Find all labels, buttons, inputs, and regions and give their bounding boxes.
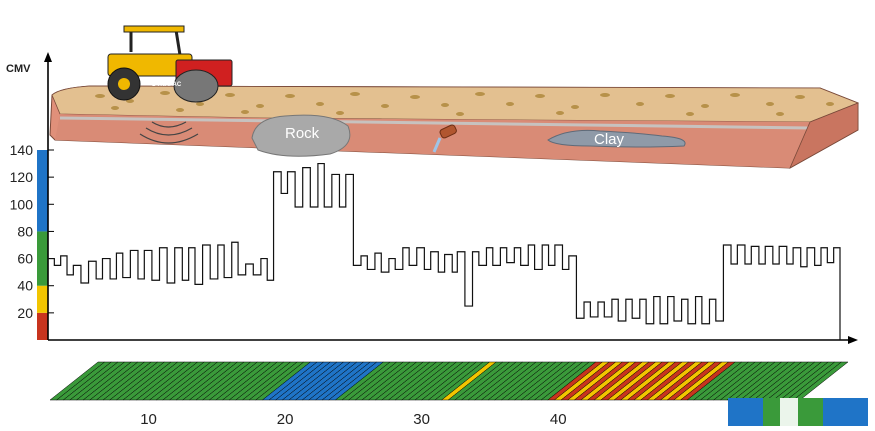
roller-brand-label: DYNAPAC <box>152 82 182 88</box>
y-tick-label: 120 <box>10 169 34 185</box>
scale-band-0 <box>37 312 48 340</box>
legend-swatch <box>728 398 868 426</box>
gravel-texture <box>95 91 834 116</box>
y-axis-arrow-icon <box>44 52 52 62</box>
cmv-color-scale <box>37 150 48 340</box>
x-tick-label: 10 <box>140 411 157 428</box>
rock-label: Rock <box>285 125 320 142</box>
y-tick-labels: 20 40 60 80 100 120 140 <box>10 142 54 321</box>
y-tick-label: 60 <box>17 251 33 267</box>
cmv-trace-line <box>48 162 841 340</box>
roller-compactor-icon: DYNAPAC <box>107 25 233 103</box>
clay-inclusion: Clay <box>547 129 686 148</box>
y-tick-label: 20 <box>17 305 33 321</box>
cmv-series <box>48 162 841 340</box>
cmv-color-strip <box>49 361 849 401</box>
axes: CMV <box>6 52 858 344</box>
rock-inclusion: Rock <box>251 114 351 157</box>
vibration-waves-icon <box>139 121 199 144</box>
x-tick-labels: 10 20 30 40 <box>140 411 566 428</box>
scale-band-3 <box>37 150 48 232</box>
pipe-icon <box>432 124 457 153</box>
x-tick-label: 40 <box>550 411 567 428</box>
y-tick-label: 100 <box>10 196 34 212</box>
y-axis-label: CMV <box>6 63 31 75</box>
scale-band-2 <box>37 231 48 286</box>
x-axis-arrow-icon <box>848 336 858 344</box>
clay-label: Clay <box>594 131 625 148</box>
x-tick-label: 30 <box>413 411 430 428</box>
y-tick-label: 140 <box>10 142 34 158</box>
soil-block <box>49 85 860 169</box>
y-tick-label: 40 <box>17 278 33 294</box>
x-tick-label: 20 <box>277 411 294 428</box>
scale-band-1 <box>37 285 48 313</box>
y-tick-label: 80 <box>17 223 33 239</box>
